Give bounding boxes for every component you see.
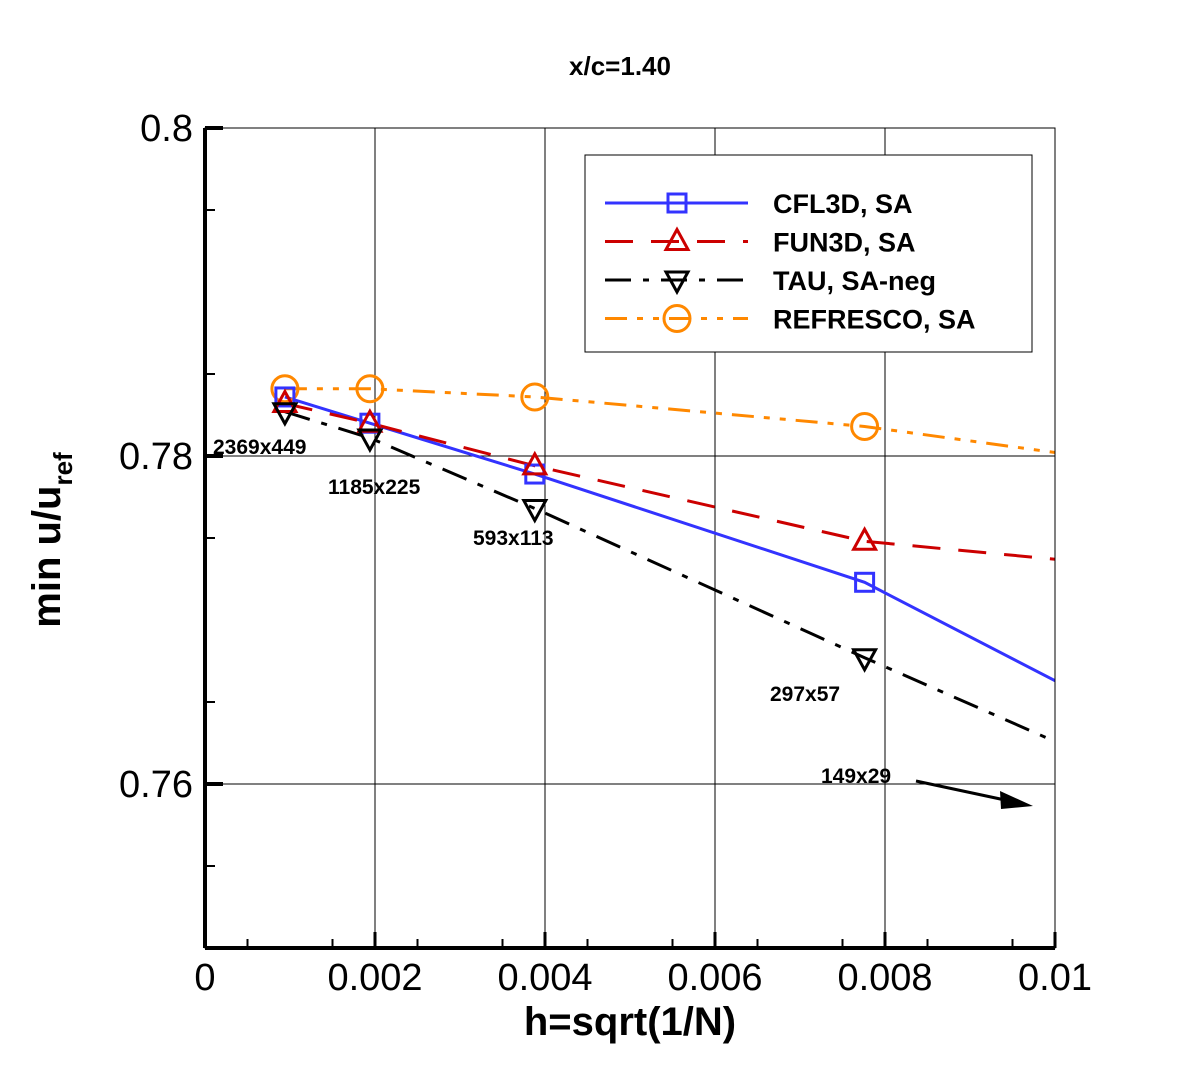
ticks: 0 0.002 0.004 0.006 0.008 0.01 0.76 0.78 0.8 [119, 108, 1092, 999]
data-point-refresco [520, 382, 550, 412]
data-point-tau [521, 498, 549, 524]
x-tick-label: 0.004 [497, 957, 592, 999]
markers-layer [270, 374, 880, 673]
legend-marker [663, 226, 691, 251]
y-tick-label: 0.78 [119, 436, 193, 478]
x-tick-label: 0.006 [667, 957, 762, 999]
legend-marker [663, 270, 691, 296]
legend-marker [662, 304, 692, 333]
legend-marker [666, 192, 688, 214]
data-point-refresco [270, 374, 300, 404]
legend-label: REFRESCO, SA [773, 305, 976, 335]
chart-title: x/c=1.40 [569, 51, 671, 81]
data-point-refresco [355, 374, 385, 404]
data-point-tau [851, 648, 879, 673]
svg-text:min u/uref: min u/uref [25, 452, 78, 628]
y-tick-label: 0.8 [140, 108, 193, 150]
data-point-tau [271, 402, 299, 427]
data-point-fun3d [851, 526, 879, 551]
annotation-297x57: 297x57 [770, 683, 840, 706]
annotation-1185x225: 1185x225 [328, 476, 421, 499]
x-axis-label: h=sqrt(1/N) [524, 1000, 736, 1044]
x-tick-label: 0.01 [1018, 957, 1092, 999]
data-point-cfl3d [274, 386, 296, 408]
x-tick-label: 0.002 [327, 957, 422, 999]
offscale-arrow [915, 779, 1033, 809]
x-tick-label: 0 [194, 957, 215, 999]
y-tick-label: 0.76 [119, 764, 193, 806]
data-point-refresco [850, 411, 880, 441]
data-point-cfl3d [854, 571, 876, 593]
legend-label: CFL3D, SA [773, 189, 913, 219]
data-point-fun3d [271, 388, 299, 414]
y-axis-label-main: min u/u [25, 486, 69, 628]
data-point-fun3d [521, 450, 549, 476]
y-axis-label: min u/uref [25, 452, 78, 628]
x-tick-label: 0.008 [837, 957, 932, 999]
legend-label: TAU, SA-neg [773, 266, 936, 296]
annotation-149x29: 149x29 [821, 765, 891, 788]
annotation-593x113: 593x113 [473, 527, 554, 550]
legend-label: FUN3D, SA [773, 228, 916, 258]
series-line-tau [284, 410, 1055, 744]
legend: CFL3D, SA FUN3D, SA TAU, SA-neg REFRESCO, S… [584, 154, 1033, 353]
data-point-tau [356, 428, 384, 454]
y-axis-label-sub: ref [48, 452, 78, 486]
annotation-2369x449: 2369x449 [213, 436, 306, 459]
